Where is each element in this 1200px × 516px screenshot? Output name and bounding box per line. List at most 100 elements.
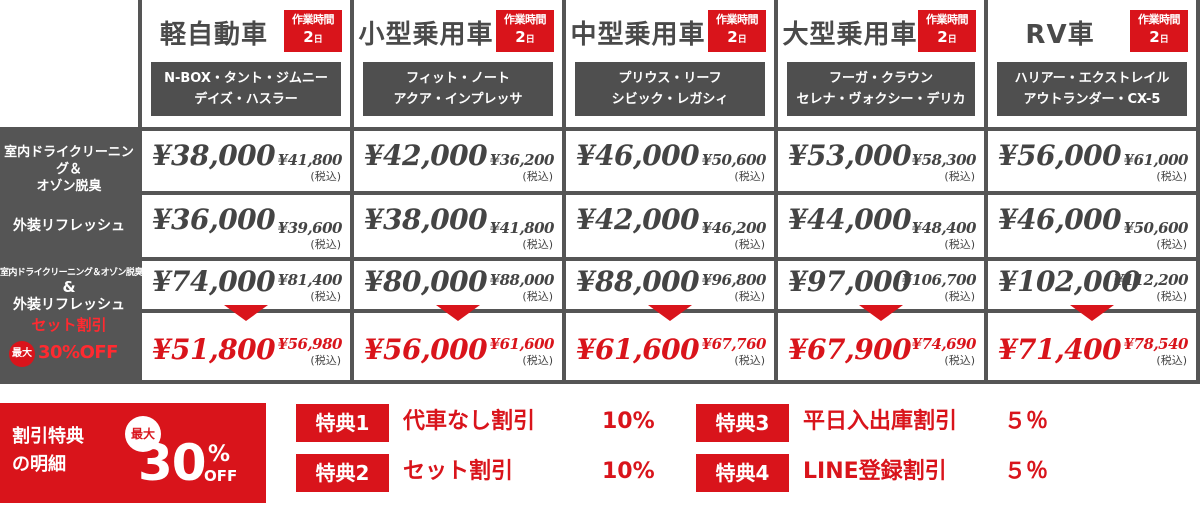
tax-note: (税込)	[1156, 238, 1187, 251]
vehicle-models: フーガ・クラウン セレナ・ヴォクシー・デリカ	[787, 62, 975, 116]
discount-arrow	[859, 305, 903, 321]
tax-note: (税込)	[522, 290, 553, 303]
discount-title: 割引特典 の明細	[12, 423, 84, 479]
worktime-days-unit: 日	[313, 35, 323, 45]
perk-2-badge: 特典2	[296, 454, 389, 492]
price-cell-set: ¥67,900 ¥74,690 (税込)	[778, 305, 984, 380]
vehicle-models-line1: N-BOX・タント・ジムニー	[164, 71, 328, 86]
price-excl-tax: ¥56,000	[364, 333, 488, 366]
vehicle-models-line2: デイズ・ハスラー	[194, 92, 298, 107]
worktime-days: 2日	[496, 27, 554, 50]
discount-arrow	[1070, 305, 1114, 321]
perk-4-badge: 特典4	[696, 454, 789, 492]
tax-note: (税込)	[310, 290, 341, 303]
worktime-badge: 作業時間 2日	[1130, 10, 1188, 52]
price-cell-combo: ¥80,000 ¥88,000 (税込)	[354, 261, 562, 309]
worktime-label: 作業時間	[292, 13, 335, 26]
price-cell-set: ¥71,400 ¥78,540 (税込)	[988, 305, 1196, 380]
perk-4-name: LINE登録割引	[803, 459, 947, 484]
price-excl-tax: ¥44,000	[788, 203, 912, 236]
vehicle-header: 軽自動車 作業時間 2日 N-BOX・タント・ジムニー デイズ・ハスラー	[142, 0, 350, 127]
perk-1-badge: 特典1	[296, 404, 389, 442]
worktime-days: 2日	[284, 27, 342, 50]
vehicle-models: ハリアー・エクストレイル アウトランダー・CX-5	[997, 62, 1187, 116]
vehicle-header: 小型乗用車 作業時間 2日 フィット・ノート アクア・インプレッサ	[354, 0, 562, 127]
price-cell-interior: ¥38,000 ¥41,800 (税込)	[142, 131, 350, 191]
vehicle-header: 大型乗用車 作業時間 2日 フーガ・クラウン セレナ・ヴォクシー・デリカ	[778, 0, 984, 127]
price-cell-combo: ¥88,000 ¥96,800 (税込)	[566, 261, 774, 309]
price-incl-tax: ¥48,400	[911, 219, 977, 237]
price-cell-set: ¥61,600 ¥67,760 (税込)	[566, 305, 774, 380]
discount-off-label: OFF	[204, 467, 238, 485]
perk-3-badge: 特典3	[696, 404, 789, 442]
discount-arrow	[224, 305, 268, 321]
tax-note: (税込)	[944, 290, 975, 303]
combo-label-amp: &	[62, 278, 76, 296]
price-incl-tax: ¥41,800	[489, 219, 555, 237]
tax-note: (税込)	[734, 170, 765, 183]
price-incl-tax: ¥78,540	[1123, 335, 1189, 353]
tax-note: (税込)	[734, 290, 765, 303]
price-excl-tax: ¥46,000	[576, 139, 700, 172]
price-excl-tax: ¥51,800	[152, 333, 276, 366]
vehicle-models-line2: アウトランダー・CX-5	[1023, 92, 1161, 107]
vehicle-models-line2: セレナ・ヴォクシー・デリカ	[796, 92, 966, 107]
price-excl-tax: ¥42,000	[576, 203, 700, 236]
row-label-combo: 室内ドライクリーニング＆オゾン脱臭 & 外装リフレッシュ セット割引 最大 30…	[0, 261, 143, 380]
tax-note: (税込)	[522, 170, 553, 183]
perk-4-rate: ５％	[1004, 459, 1049, 484]
price-incl-tax: ¥88,000	[489, 271, 555, 289]
worktime-days-unit: 日	[947, 35, 957, 45]
vehicle-title: RV車	[1025, 20, 1095, 50]
price-cell-interior: ¥53,000 ¥58,300 (税込)	[778, 131, 984, 191]
price-table: 軽自動車 作業時間 2日 N-BOX・タント・ジムニー デイズ・ハスラー 小型乗用車 作業時…	[0, 0, 1200, 384]
price-cell-exterior: ¥46,000 ¥50,600 (税込)	[988, 195, 1196, 257]
discount-summary-box: 割引特典 の明細 最大 30 % OFF	[0, 403, 266, 503]
worktime-days-value: 2	[1149, 28, 1160, 46]
price-excl-tax: ¥74,000	[152, 265, 276, 298]
worktime-days-value: 2	[937, 28, 948, 46]
worktime-badge: 作業時間 2日	[708, 10, 766, 52]
vehicle-models: フィット・ノート アクア・インプレッサ	[363, 62, 553, 116]
price-cell-combo: ¥74,000 ¥81,400 (税込)	[142, 261, 350, 309]
price-cell-combo: ¥97,000 ¥106,700 (税込)	[778, 261, 984, 309]
price-excl-tax: ¥38,000	[152, 139, 276, 172]
price-cell-set: ¥56,000 ¥61,600 (税込)	[354, 305, 562, 380]
worktime-days-value: 2	[727, 28, 738, 46]
worktime-label: 作業時間	[504, 13, 547, 26]
price-incl-tax: ¥112,200	[1113, 271, 1189, 289]
tax-note: (税込)	[522, 354, 553, 367]
perk-1-rate: 10%	[602, 409, 655, 434]
worktime-label: 作業時間	[926, 13, 969, 26]
vehicle-header: 中型乗用車 作業時間 2日 プリウス・リーフ シビック・レガシィ	[566, 0, 774, 127]
tax-note: (税込)	[944, 354, 975, 367]
tax-note: (税込)	[1156, 354, 1187, 367]
worktime-days-unit: 日	[1159, 35, 1169, 45]
worktime-days-unit: 日	[737, 35, 747, 45]
vehicle-models-line1: フィット・ノート	[406, 71, 510, 86]
tax-note: (税込)	[310, 238, 341, 251]
discount-arrow	[648, 305, 692, 321]
worktime-badge: 作業時間 2日	[918, 10, 976, 52]
vehicle-models: プリウス・リーフ シビック・レガシィ	[575, 62, 765, 116]
perk-2-rate: 10%	[602, 459, 655, 484]
price-cell-exterior: ¥44,000 ¥48,400 (税込)	[778, 195, 984, 257]
price-incl-tax: ¥61,600	[489, 335, 555, 353]
perk-3-rate: ５％	[1004, 409, 1049, 434]
worktime-days-value: 2	[303, 28, 314, 46]
discount-percent-sign: %	[208, 442, 231, 467]
perk-1-name: 代車なし割引	[403, 409, 536, 434]
price-excl-tax: ¥97,000	[788, 265, 912, 298]
price-incl-tax: ¥56,980	[277, 335, 343, 353]
price-incl-tax: ¥50,600	[1123, 219, 1189, 237]
worktime-label: 作業時間	[716, 13, 759, 26]
price-incl-tax: ¥96,800	[701, 271, 767, 289]
worktime-badge: 作業時間 2日	[496, 10, 554, 52]
discount-title-line2: の明細	[12, 454, 66, 475]
row-label-interior: 室内ドライクリーニング＆ オゾン脱臭	[4, 145, 134, 194]
max-badge: 最大	[9, 341, 35, 367]
tax-note: (税込)	[310, 354, 341, 367]
price-cell-exterior: ¥36,000 ¥39,600 (税込)	[142, 195, 350, 257]
price-cell-interior: ¥56,000 ¥61,000 (税込)	[988, 131, 1196, 191]
worktime-days: 2日	[708, 27, 766, 50]
